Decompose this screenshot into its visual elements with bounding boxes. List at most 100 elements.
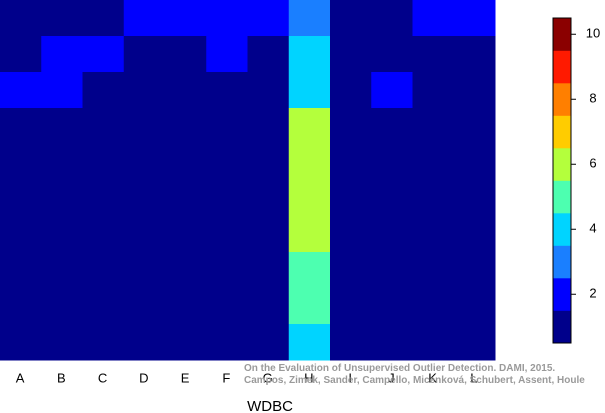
heatmap-cell <box>123 72 166 109</box>
colorbar-band <box>553 278 571 311</box>
watermark: Campos, Zimek, Sander, Campello, Micenko… <box>244 375 585 386</box>
heatmap-cell <box>123 216 166 253</box>
colorbar-tick-label: 6 <box>589 156 596 171</box>
x-tick-label: B <box>57 370 66 385</box>
heatmap-cell <box>206 288 248 325</box>
heatmap-cell <box>371 36 413 73</box>
heatmap-cell <box>288 144 331 181</box>
heatmap-cell <box>371 216 413 253</box>
colorbar-band <box>553 83 571 116</box>
heatmap-cell <box>165 252 207 289</box>
heatmap-cell <box>330 324 372 361</box>
heatmap-cell <box>453 108 496 145</box>
heatmap-cell <box>165 36 207 73</box>
heatmap-cell <box>288 252 331 289</box>
heatmap-cell <box>288 72 331 109</box>
heatmap-cell <box>247 180 290 217</box>
heatmap-cell <box>82 0 125 37</box>
x-tick-label: I <box>348 370 352 385</box>
heatmap-cell <box>0 108 42 145</box>
heatmap-cell <box>247 108 290 145</box>
heatmap-cell <box>330 36 372 73</box>
heatmap-cell <box>0 216 42 253</box>
colorbar-band <box>553 213 571 246</box>
heatmap-cell <box>247 288 290 325</box>
heatmap-cell <box>82 108 125 145</box>
heatmap-cell <box>288 0 331 37</box>
x-tick-label: K <box>428 370 437 385</box>
heatmap-cell <box>206 108 248 145</box>
heatmap-cell <box>82 324 125 361</box>
heatmap-cell <box>0 288 42 325</box>
heatmap-cell <box>123 108 166 145</box>
heatmap-cell <box>82 36 125 73</box>
heatmap-cell <box>412 216 455 253</box>
heatmap-cell <box>247 144 290 181</box>
colorbar-band <box>553 310 571 344</box>
heatmap-cell <box>41 0 83 37</box>
heatmap-cell <box>371 0 413 37</box>
heatmap-cell <box>412 180 455 217</box>
heatmap-cell <box>330 252 372 289</box>
heatmap-cell <box>123 144 166 181</box>
heatmap-cell <box>412 72 455 109</box>
heatmap-cell <box>453 288 496 325</box>
heatmap-cell <box>371 180 413 217</box>
heatmap-cell <box>453 180 496 217</box>
heatmap-cell <box>453 216 496 253</box>
heatmap-cell <box>165 108 207 145</box>
heatmap-cell <box>330 216 372 253</box>
heatmap-cell <box>453 324 496 361</box>
heatmap-cell <box>41 108 83 145</box>
heatmap-cell <box>371 108 413 145</box>
heatmap-cell <box>165 180 207 217</box>
colorbar-band <box>553 18 571 51</box>
heatmap-cell <box>330 108 372 145</box>
heatmap-cell <box>165 216 207 253</box>
heatmap-cell <box>412 108 455 145</box>
x-tick-label: F <box>222 370 230 385</box>
colorbar-tick-label: 4 <box>589 221 596 236</box>
x-tick-label: J <box>388 370 395 385</box>
heatmap-cell <box>288 180 331 217</box>
heatmap-cell <box>330 72 372 109</box>
heatmap-cell <box>82 288 125 325</box>
heatmap-cell <box>206 252 248 289</box>
heatmap-cell <box>0 252 42 289</box>
heatmap-cell <box>453 72 496 109</box>
heatmap-cell <box>330 0 372 37</box>
heatmap-cell <box>288 216 331 253</box>
heatmap-cell <box>412 36 455 73</box>
heatmap-cell <box>206 144 248 181</box>
heatmap-cell <box>330 144 372 181</box>
heatmap-cell <box>0 0 42 37</box>
colorbar-tick-label: 8 <box>589 91 596 106</box>
heatmap-cell <box>41 288 83 325</box>
heatmap-cell <box>123 180 166 217</box>
heatmap-cell <box>123 324 166 361</box>
heatmap-cell <box>288 288 331 325</box>
heatmap-cell <box>82 144 125 181</box>
heatmap-cell <box>0 144 42 181</box>
heatmap-cell <box>41 180 83 217</box>
colorbar-band <box>553 50 571 84</box>
colorbar-frame <box>552 17 572 344</box>
heatmap-cell <box>82 180 125 217</box>
heatmap-cell <box>247 252 290 289</box>
heatmap-cell <box>82 252 125 289</box>
x-tick-label: H <box>304 370 313 385</box>
heatmap-cell <box>0 36 42 73</box>
heatmap-cell <box>453 252 496 289</box>
heatmap-cell <box>371 72 413 109</box>
heatmap-cell <box>453 36 496 73</box>
heatmap-cell <box>206 216 248 253</box>
heatmap-cell <box>41 72 83 109</box>
heatmap-cell <box>41 324 83 361</box>
heatmap-cell <box>0 180 42 217</box>
heatmap-cell <box>247 72 290 109</box>
heatmap-cell <box>0 324 42 361</box>
heatmap-cell <box>371 288 413 325</box>
heatmap-cell <box>206 72 248 109</box>
colorbar-band <box>553 245 571 279</box>
